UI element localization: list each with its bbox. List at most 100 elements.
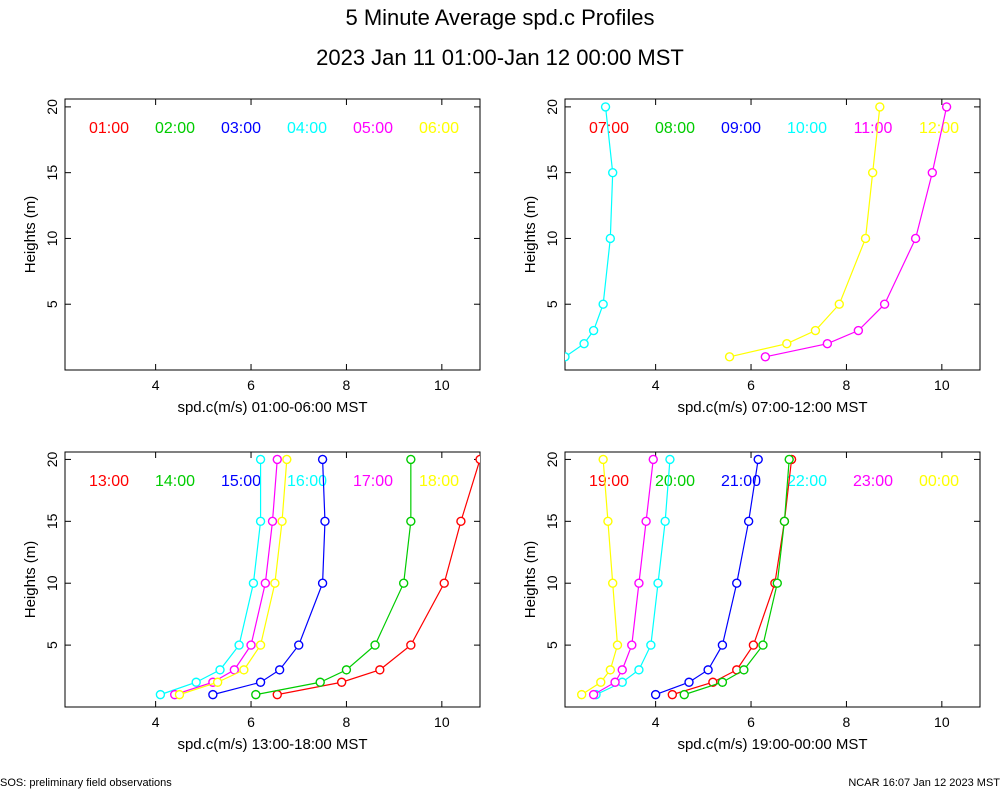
y-tick-label: 15 [544,165,560,181]
data-point-1100 [879,299,890,309]
legend-entry-1200: 12:00 [919,120,959,137]
y-tick-label: 5 [544,300,560,308]
x-axis-label: spd.c(m/s) 13:00-18:00 MST [177,736,367,753]
data-point-1200 [867,167,878,178]
x-tick-label: 8 [343,377,351,393]
legend-entry-1900: 19:00 [589,473,629,490]
data-point-1400 [406,454,416,465]
y-tick-label: 5 [44,300,60,308]
panel-4: 4 6 8 10 5 10 15 20 spd.c(m/s) 19:00-00:00 MST He… [522,451,981,753]
y-tick-label: 5 [44,641,60,649]
x-tick-label: 10 [934,377,950,393]
data-point-1800 [255,640,266,650]
data-point-1500 [317,578,328,588]
plot-frame [564,98,981,371]
legend-entry-2300: 23:00 [853,473,893,490]
data-point-1100 [910,233,921,244]
x-tick-label: 6 [247,714,255,730]
data-point-1400 [406,516,416,527]
data-point-1000 [605,233,616,244]
data-point-2100 [743,516,754,527]
data-point-1000 [579,338,589,349]
y-tick-label: 10 [44,575,60,591]
series-line-2100 [655,459,759,696]
data-point-0000 [603,516,613,527]
legend-entry-0400: 04:00 [287,120,327,137]
series-line-1300 [277,459,480,696]
data-point-2000 [779,516,790,527]
y-axis-label: Heights (m) [522,541,539,619]
data-point-1500 [274,665,285,675]
data-point-1300 [336,677,347,687]
legend-entry-1300: 13:00 [89,473,129,490]
y-tick-label: 20 [544,451,560,467]
data-point-2300 [634,578,644,588]
y-tick-label: 5 [544,641,560,649]
data-point-0000 [605,665,616,675]
data-point-1400 [315,677,325,687]
legend-entry-1500: 15:00 [221,473,261,490]
plot-frame [64,98,481,371]
chart-subtitle: 2023 Jan 11 01:00-Jan 12 00:00 MST [316,45,684,70]
legend-entry-0800: 08:00 [655,120,695,137]
data-point-1000 [598,299,608,309]
legend-entry-0200: 02:00 [155,120,195,137]
data-point-1800 [212,677,223,687]
legend-entry-2000: 20:00 [655,473,695,490]
x-tick-label: 10 [934,714,950,730]
x-tick-label: 10 [434,377,450,393]
series-line-1700 [174,459,278,696]
data-point-1700 [260,578,271,588]
legend-entry-0700: 07:00 [589,120,629,137]
data-point-2100 [684,677,694,687]
data-point-1100 [941,102,952,112]
data-point-1600 [234,640,244,650]
data-point-1300 [439,578,449,588]
data-point-1600 [248,578,259,588]
data-point-2000 [772,578,782,588]
x-tick-label: 4 [652,377,660,393]
legend-entry-1600: 16:00 [287,473,327,490]
y-axis-label: Heights (m) [522,196,539,274]
series-line-1200 [729,106,881,358]
data-point-1000 [588,325,599,336]
data-point-1200 [724,352,735,362]
x-tick-label: 4 [152,714,160,730]
x-tick-label: 6 [747,377,755,393]
data-point-1700 [267,516,278,527]
x-axis-label: spd.c(m/s) 19:00-00:00 MST [677,736,867,753]
data-point-1800 [270,578,280,588]
y-tick-label: 15 [44,165,60,181]
footer-source-note: SOS: preliminary field observations [0,777,172,789]
data-point-2200 [646,640,656,650]
data-point-0000 [596,677,606,687]
series-line-1000 [565,106,614,358]
series-line-2200 [595,459,671,696]
data-point-1200 [810,325,821,336]
data-layer [576,454,797,700]
data-point-1300 [456,516,466,527]
data-point-0000 [608,578,618,588]
data-point-1800 [282,454,292,465]
chart-title: 5 Minute Average spd.c Profiles [345,5,655,30]
data-point-1500 [317,454,328,465]
y-axis-label: Heights (m) [22,541,39,619]
data-point-2100 [753,454,763,465]
data-point-1300 [375,665,385,675]
legend-entry-1700: 17:00 [353,473,393,490]
legend-entry-0500: 05:00 [353,120,393,137]
data-point-2100 [703,665,713,675]
data-point-1600 [215,665,225,675]
y-tick-label: 10 [544,230,560,246]
data-point-1100 [853,325,864,336]
legend-entry-0000: 00:00 [919,473,959,490]
series-line-2000 [684,459,790,696]
data-point-1800 [239,665,249,675]
data-point-2000 [717,677,728,687]
data-point-1400 [370,640,380,650]
legend-entry-0900: 09:00 [721,120,761,137]
legend-entry-2100: 21:00 [721,473,761,490]
x-tick-label: 10 [434,714,450,730]
data-point-2200 [660,516,670,527]
data-point-1300 [272,689,282,700]
